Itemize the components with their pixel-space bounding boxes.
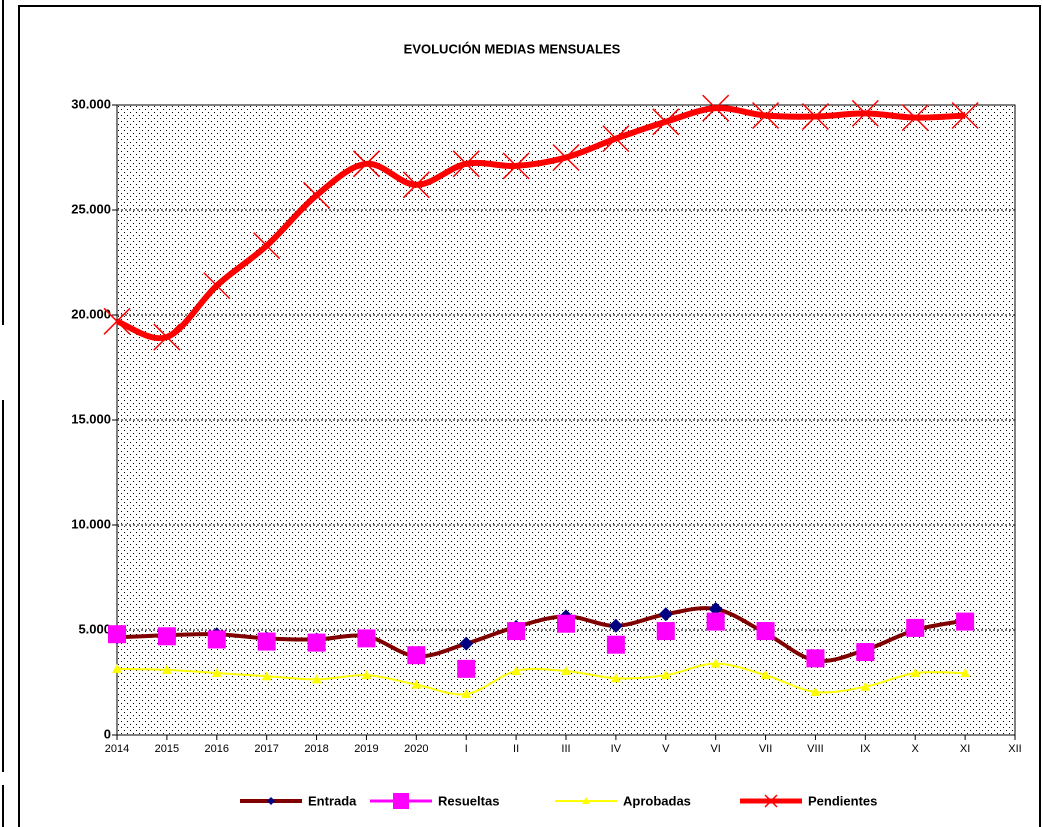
x-tick-label: 2015 xyxy=(155,743,179,755)
chart-title: EVOLUCIÓN MEDIAS MENSUALES xyxy=(404,41,621,56)
x-tick-label: VI xyxy=(710,743,720,755)
legend-label: Aprobadas xyxy=(623,793,691,808)
marker xyxy=(457,659,476,678)
series-line xyxy=(116,662,966,696)
marker xyxy=(261,671,272,681)
marker xyxy=(956,612,975,631)
x-tick-label: VIII xyxy=(807,743,824,755)
x-tick-label: X xyxy=(912,743,920,755)
legend-marker xyxy=(582,797,590,804)
marker xyxy=(851,99,879,127)
marker xyxy=(602,125,630,153)
marker xyxy=(211,668,222,678)
marker xyxy=(207,630,226,649)
x-tick-label: IX xyxy=(860,743,871,755)
legend-marker xyxy=(764,794,778,808)
marker xyxy=(103,307,131,335)
marker xyxy=(806,649,825,668)
x-tick-label: 2018 xyxy=(304,743,328,755)
marker xyxy=(411,679,422,689)
marker xyxy=(352,150,380,178)
marker xyxy=(810,686,821,696)
marker xyxy=(951,101,979,130)
marker xyxy=(910,668,921,678)
marker xyxy=(407,646,426,665)
legend-marker xyxy=(267,797,275,805)
marker xyxy=(702,94,730,122)
x-tick-label: 2019 xyxy=(354,743,378,755)
marker xyxy=(311,674,322,684)
marker xyxy=(361,670,372,680)
marker xyxy=(303,181,331,209)
marker xyxy=(658,607,673,622)
legend-label: Resueltas xyxy=(438,793,499,808)
marker xyxy=(652,108,680,136)
marker xyxy=(203,272,231,300)
x-tick-label: VII xyxy=(759,743,772,755)
marker xyxy=(108,625,126,644)
x-tick-label: 2020 xyxy=(404,743,428,755)
marker xyxy=(307,633,326,652)
x-tick-label: III xyxy=(561,743,570,755)
marker xyxy=(608,618,623,633)
x-tick-label: I xyxy=(465,743,468,755)
x-tick-label: V xyxy=(662,743,670,755)
marker xyxy=(357,629,376,648)
x-tick-label: XII xyxy=(1008,743,1021,755)
marker xyxy=(610,673,621,683)
marker xyxy=(710,658,721,668)
marker xyxy=(960,668,971,678)
marker xyxy=(708,602,723,616)
marker xyxy=(257,632,276,651)
marker xyxy=(402,171,430,199)
marker xyxy=(552,143,580,172)
marker xyxy=(860,681,871,691)
x-tick-label: 2014 xyxy=(105,743,129,755)
y-tick-label: 10.000 xyxy=(71,516,111,531)
marker xyxy=(901,104,929,132)
marker xyxy=(760,670,771,680)
marker xyxy=(112,663,122,673)
x-tick-label: 2016 xyxy=(205,743,229,755)
y-tick-label: 5.000 xyxy=(78,621,111,636)
marker xyxy=(461,689,472,699)
marker xyxy=(660,670,671,680)
marker xyxy=(507,622,526,641)
marker xyxy=(502,152,530,180)
marker xyxy=(706,612,725,631)
marker xyxy=(161,664,172,674)
marker xyxy=(452,150,480,178)
y-tick-label: 30.000 xyxy=(71,96,111,111)
marker xyxy=(153,323,181,351)
marker xyxy=(906,618,925,637)
marker xyxy=(511,665,522,675)
x-tick-label: II xyxy=(513,743,519,755)
y-tick-label: 20.000 xyxy=(71,306,111,321)
marker xyxy=(801,103,829,131)
x-tick-label: XI xyxy=(960,743,970,755)
marker xyxy=(856,643,875,662)
x-tick-label: IV xyxy=(611,743,622,755)
marker xyxy=(557,614,575,633)
marker xyxy=(459,636,474,651)
marker xyxy=(253,232,281,260)
y-tick-label: 0 xyxy=(104,726,111,741)
marker xyxy=(752,101,780,130)
legend-label: Entrada xyxy=(308,793,357,808)
x-tick-label: 2017 xyxy=(254,743,278,755)
marker xyxy=(157,627,176,646)
marker xyxy=(606,635,625,654)
legend-marker xyxy=(393,793,409,809)
y-tick-label: 15.000 xyxy=(71,411,111,426)
marker xyxy=(561,665,571,675)
marker xyxy=(656,622,675,641)
y-tick-label: 25.000 xyxy=(71,201,111,216)
marker xyxy=(756,622,775,641)
legend-label: Pendientes xyxy=(808,793,877,808)
